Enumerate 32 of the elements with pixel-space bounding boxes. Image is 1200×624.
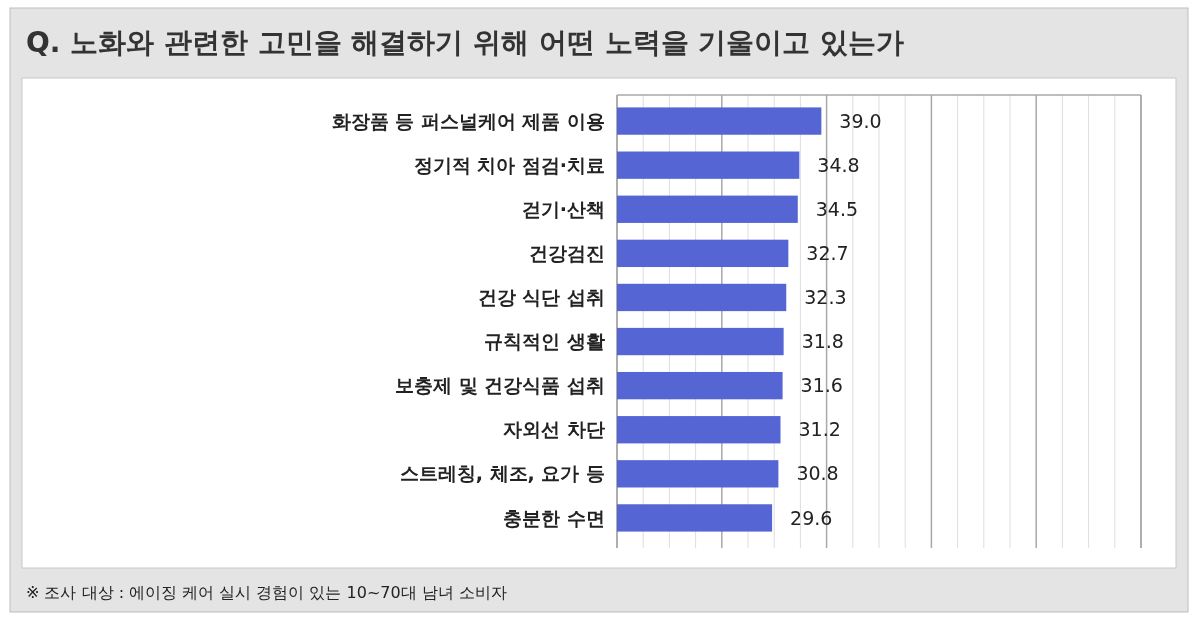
y-tick-label: 정기적 치아 점검·치료 xyxy=(413,153,605,176)
data-label: 32.3 xyxy=(804,286,847,309)
data-label: 30.8 xyxy=(796,462,839,485)
bar xyxy=(617,371,783,400)
bar xyxy=(617,195,798,223)
data-label: 39.0 xyxy=(839,109,882,132)
y-tick-label: 보충제 및 건강식품 섭취 xyxy=(395,374,605,397)
y-tick-label: 걷기·산책 xyxy=(521,197,605,220)
data-label: 31.8 xyxy=(801,330,844,353)
data-label: 31.2 xyxy=(798,418,841,441)
bar xyxy=(617,416,781,444)
bar xyxy=(617,239,789,268)
y-tick-label: 건강 식단 섭취 xyxy=(477,286,605,309)
data-label: 34.8 xyxy=(817,153,860,176)
data-label: 32.7 xyxy=(806,242,849,265)
bar xyxy=(617,107,822,135)
data-label: 31.6 xyxy=(800,374,843,397)
chart-title: Q. 노화와 관련한 고민을 해결하기 위해 어떤 노력을 기울이고 있는가 xyxy=(26,26,905,59)
bar xyxy=(617,327,784,356)
y-tick-label: 충분한 수면 xyxy=(503,506,605,529)
y-tick-label: 자외선 차단 xyxy=(503,418,605,441)
bar xyxy=(617,151,800,179)
data-label: 29.6 xyxy=(790,506,833,529)
y-tick-label: 규칙적인 생활 xyxy=(484,330,605,353)
bar xyxy=(617,283,787,312)
text: ※ 조사 대상 : 에이징 케어 실시 경험이 있는 10~70대 남녀 소비자 xyxy=(26,583,507,602)
bar xyxy=(617,504,773,532)
y-tick-label: 화장품 등 퍼스널케어 제품 이용 xyxy=(331,109,605,132)
y-tick-label: 건강검진 xyxy=(529,242,605,265)
data-label: 34.5 xyxy=(815,197,859,220)
bar xyxy=(617,460,779,488)
y-tick-label: 스트레칭, 체조, 요가 등 xyxy=(399,462,605,485)
